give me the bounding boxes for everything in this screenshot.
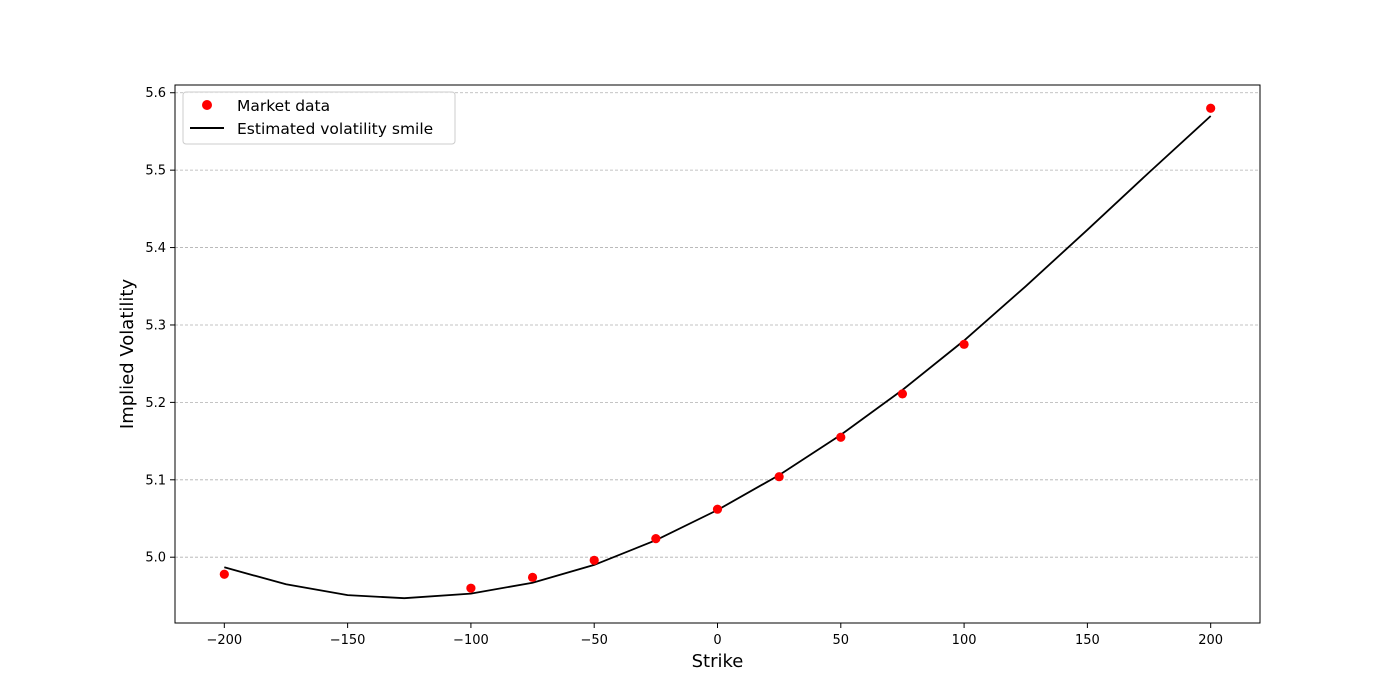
legend-smile-label: Estimated volatility smile [237,120,433,138]
market-data-point [774,472,784,482]
legend-box [182,91,456,145]
x-tick-label: −50 [580,633,607,648]
y-axis-ticks: 5.0 5.1 5.2 5.3 5.4 5.5 5.6 [145,86,175,566]
y-tick-label: 5.2 [145,396,166,411]
x-tick-label: −100 [453,633,489,648]
market-data-layer [219,103,1216,593]
y-tick-label: 5.0 [145,551,166,566]
y-axis-label: Implied Volatility [117,279,138,430]
legend: Market data Estimated volatility smile [182,91,456,145]
market-data-point [651,534,661,544]
x-tick-label: 0 [713,633,721,648]
y-tick-label: 5.3 [145,318,166,333]
x-tick-label: 150 [1075,633,1100,648]
x-axis-label: Strike [692,651,744,672]
y-tick-label: 5.6 [145,86,166,101]
x-tick-label: −150 [330,633,366,648]
x-axis-ticks: −200 −150 −100 −50 0 50 100 150 200 [206,623,1223,648]
market-data-point [897,389,908,399]
x-tick-label: 200 [1198,633,1223,648]
legend-market-data-marker [202,100,212,110]
market-data-point [527,572,538,582]
market-data-point [836,432,846,442]
market-data-point [1206,103,1216,113]
x-tick-label: 100 [952,633,977,648]
market-data-point [219,569,229,579]
grid-lines [175,92,1260,558]
market-data-point [712,504,723,514]
y-tick-label: 5.4 [145,241,166,256]
market-data-point [466,583,476,593]
market-data-point [959,339,969,349]
x-tick-label: −200 [206,633,242,648]
y-tick-label: 5.5 [145,164,166,179]
x-tick-label: 50 [833,633,850,648]
market-data-point [589,555,599,565]
legend-market-data-label: Market data [237,97,330,115]
y-tick-label: 5.1 [145,473,166,488]
